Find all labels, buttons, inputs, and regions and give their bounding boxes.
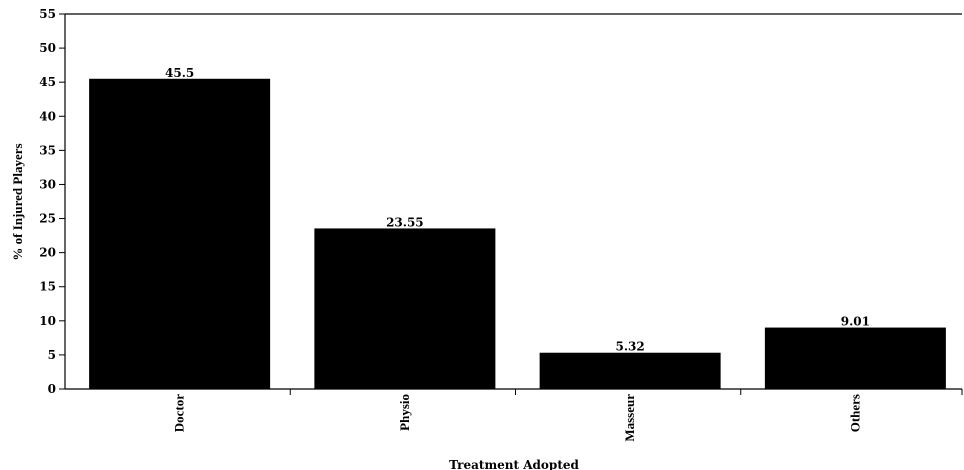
- x-axis: Doctor Physio Masseur Others: [65, 388, 963, 442]
- data-label: 5.32: [616, 340, 645, 354]
- data-labels: 45.5 23.55 5.32 9.01: [165, 66, 870, 354]
- x-tick-label: Masseur: [622, 394, 637, 442]
- bar-physio: [314, 228, 496, 389]
- y-tick-label: 35: [39, 143, 56, 157]
- y-axis: 0 5 10 15 20 25 30 35 40 45 50 55: [39, 7, 962, 396]
- y-tick-label: 50: [39, 41, 56, 55]
- y-tick-label: 55: [39, 7, 56, 21]
- x-tick-label: Doctor: [172, 394, 187, 432]
- y-tick-label: 5: [48, 348, 56, 362]
- y-tick-label: 25: [39, 212, 56, 226]
- data-label: 9.01: [841, 315, 870, 329]
- bars: [89, 78, 946, 389]
- y-tick-label: 10: [39, 314, 56, 328]
- bar-masseur: [539, 352, 721, 389]
- data-label: 45.5: [165, 66, 194, 80]
- data-label: 23.55: [386, 215, 424, 229]
- x-axis-title: Treatment Adopted: [449, 458, 579, 470]
- bar-doctor: [89, 78, 271, 389]
- y-axis-title: % of Injured Players: [10, 143, 25, 260]
- y-tick-label: 45: [39, 75, 56, 89]
- y-tick-label: 30: [39, 177, 56, 191]
- x-tick-label: Physio: [397, 394, 412, 431]
- y-tick-label: 20: [39, 246, 56, 260]
- y-tick-label: 15: [39, 280, 56, 294]
- bar-others: [764, 327, 946, 389]
- y-tick-label: 0: [48, 382, 56, 396]
- x-tick-label: Others: [847, 394, 862, 432]
- y-tick-label: 40: [39, 109, 56, 123]
